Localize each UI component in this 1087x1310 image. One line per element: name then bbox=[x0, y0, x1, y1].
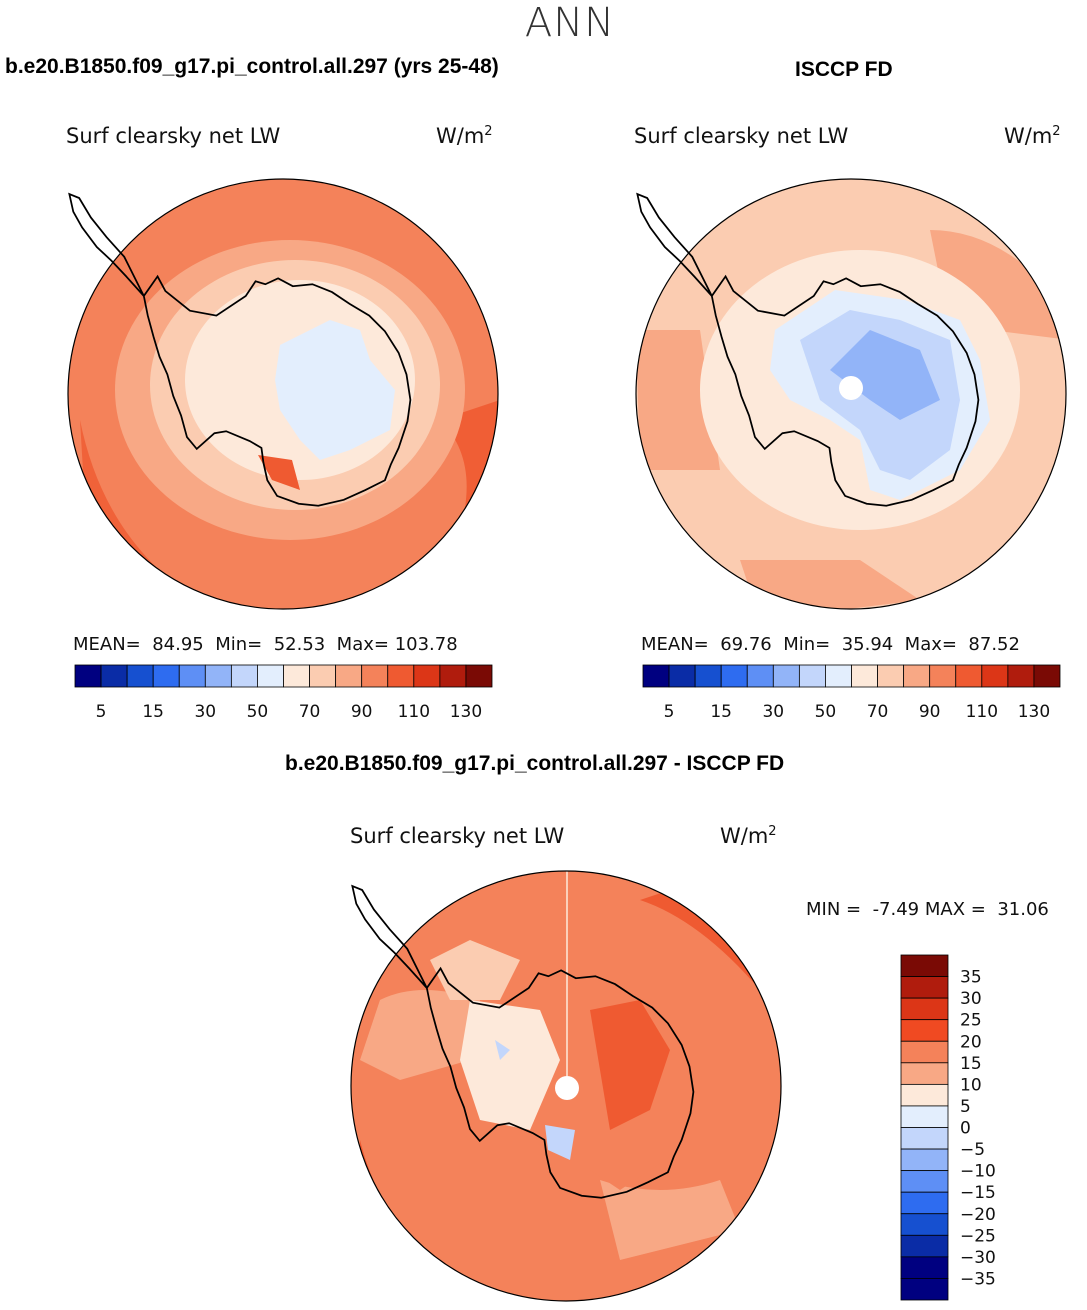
obs-colorbar-swatch bbox=[981, 664, 1009, 688]
obs-colorbar-tick-label: 50 bbox=[815, 702, 837, 722]
obs-colorbar-swatch bbox=[877, 664, 905, 688]
obs-colorbar-tick-label: 70 bbox=[867, 702, 889, 722]
diff-colorbar-tick-label: 20 bbox=[960, 1032, 982, 1052]
model-colorbar-tick-label: 110 bbox=[398, 702, 430, 722]
model-colorbar-swatch bbox=[335, 664, 363, 688]
model-colorbar-swatch bbox=[230, 664, 258, 688]
diff-colorbar-tick-label: 30 bbox=[960, 989, 982, 1009]
diff-colorbar-swatch bbox=[900, 997, 949, 1021]
model-colorbar-swatch bbox=[204, 664, 232, 688]
obs-colorbar-swatch bbox=[798, 664, 826, 688]
obs-units-label: W/m2 bbox=[1004, 124, 1061, 148]
diff-colorbar-swatch bbox=[900, 1256, 949, 1279]
obs-colorbar-tick-label: 110 bbox=[966, 702, 998, 722]
diff-colorbar-tick-label: 5 bbox=[960, 1097, 971, 1117]
diff-colorbar-swatch bbox=[900, 1062, 949, 1085]
model-colorbar-tick-label: 70 bbox=[299, 702, 321, 722]
obs-colorbar-swatch bbox=[1007, 664, 1035, 688]
obs-stats: MEAN= 69.76 Min= 35.94 Max= 87.52 bbox=[641, 634, 1020, 655]
obs-map bbox=[635, 178, 1067, 610]
obs-colorbar-swatch bbox=[955, 664, 983, 688]
model-units-label: W/m2 bbox=[436, 124, 493, 148]
diff-colorbar-swatch bbox=[900, 1191, 949, 1215]
obs-colorbar-tick-label: 15 bbox=[710, 702, 732, 722]
model-colorbar-swatch bbox=[283, 664, 310, 688]
diff-case-title: b.e20.B1850.f09_g17.pi_control.all.297 -… bbox=[285, 752, 785, 775]
model-map bbox=[67, 178, 499, 610]
obs-colorbar-tick-label: 30 bbox=[762, 702, 784, 722]
obs-colorbar-tick-label: 130 bbox=[1018, 702, 1050, 722]
figure-title: ANN bbox=[524, 0, 616, 46]
diff-colorbar-tick-label: −25 bbox=[960, 1226, 996, 1246]
obs-variable-label: Surf clearsky net LW bbox=[634, 124, 849, 148]
model-colorbar-swatch bbox=[465, 664, 493, 688]
diff-colorbar-tick-label: −30 bbox=[960, 1248, 996, 1268]
obs-colorbar-swatch bbox=[694, 664, 722, 688]
diff-colorbar-swatch bbox=[900, 1019, 949, 1042]
obs-colorbar-swatch bbox=[1033, 664, 1061, 688]
model-colorbar-swatch bbox=[257, 664, 284, 688]
diff-colorbar-swatch bbox=[900, 1234, 949, 1258]
obs-colorbar-swatch bbox=[746, 664, 774, 688]
model-colorbar-swatch bbox=[439, 664, 467, 688]
diff-stats: MIN = -7.49 MAX = 31.06 bbox=[806, 899, 1049, 920]
obs-colorbar-tick-label: 90 bbox=[919, 702, 941, 722]
diff-colorbar-tick-label: 15 bbox=[960, 1054, 982, 1074]
diff-colorbar-tick-label: 10 bbox=[960, 1075, 982, 1095]
model-colorbar-swatch bbox=[387, 664, 415, 688]
obs-colorbar-swatch bbox=[642, 664, 670, 688]
model-colorbar-tick-label: 5 bbox=[96, 702, 107, 722]
model-colorbar-swatch bbox=[178, 664, 206, 688]
diff-colorbar-tick-label: −10 bbox=[960, 1162, 996, 1182]
obs-colorbar-swatch bbox=[668, 664, 696, 688]
diff-map bbox=[350, 870, 782, 1302]
obs-colorbar-swatch bbox=[772, 664, 800, 688]
model-colorbar-swatch bbox=[361, 664, 389, 688]
model-colorbar-tick-label: 90 bbox=[351, 702, 373, 722]
model-colorbar-tick-label: 15 bbox=[142, 702, 164, 722]
model-colorbar-tick-label: 50 bbox=[247, 702, 269, 722]
diff-colorbar-swatch bbox=[900, 1170, 949, 1193]
diff-colorbar-swatch bbox=[900, 1040, 949, 1064]
model-colorbar-swatch bbox=[309, 664, 337, 688]
diff-colorbar-tick-label: −20 bbox=[960, 1205, 996, 1225]
model-stats: MEAN= 84.95 Min= 52.53 Max= 103.78 bbox=[73, 634, 458, 655]
obs-colorbar-swatch bbox=[825, 664, 852, 688]
diff-colorbar-swatch bbox=[900, 976, 949, 999]
model-colorbar-tick-label: 130 bbox=[450, 702, 482, 722]
diff-colorbar-swatch bbox=[900, 954, 949, 977]
diff-colorbar-swatch bbox=[900, 1083, 949, 1107]
model-colorbar-swatch bbox=[152, 664, 180, 688]
diff-colorbar-tick-label: 0 bbox=[960, 1119, 971, 1139]
obs-colorbar-swatch bbox=[903, 664, 931, 688]
model-colorbar-swatch bbox=[100, 664, 128, 688]
diff-colorbar-swatch bbox=[900, 1213, 949, 1236]
obs-colorbar-swatch bbox=[720, 664, 748, 688]
model-colorbar-swatch bbox=[413, 664, 441, 688]
diff-colorbar-tick-label: −35 bbox=[960, 1269, 996, 1289]
diff-colorbar-tick-label: 35 bbox=[960, 968, 982, 988]
obs-colorbar-swatch bbox=[929, 664, 957, 688]
model-variable-label: Surf clearsky net LW bbox=[66, 124, 281, 148]
diff-colorbar-swatch bbox=[900, 1278, 949, 1301]
model-case-title: b.e20.B1850.f09_g17.pi_control.all.297 (… bbox=[5, 55, 499, 78]
diff-variable-label: Surf clearsky net LW bbox=[350, 824, 565, 848]
obs-colorbar-swatch bbox=[851, 664, 878, 688]
diff-colorbar-tick-label: 25 bbox=[960, 1011, 982, 1031]
diff-colorbar-swatch bbox=[900, 1148, 949, 1172]
model-colorbar-tick-label: 30 bbox=[194, 702, 216, 722]
obs-case-title: ISCCP FD bbox=[795, 58, 893, 81]
obs-colorbar: 5 15 30 50 70 90 110 130 bbox=[642, 664, 1061, 722]
diff-colorbar-swatch bbox=[900, 1105, 949, 1128]
diff-units-label: W/m2 bbox=[720, 824, 777, 848]
model-colorbar: 5 15 30 50 70 90 110 130 bbox=[74, 664, 493, 722]
obs-colorbar-tick-label: 5 bbox=[664, 702, 675, 722]
diff-colorbar-tick-label: −5 bbox=[960, 1140, 985, 1160]
model-colorbar-swatch bbox=[126, 664, 154, 688]
diff-colorbar-tick-label: −15 bbox=[960, 1183, 996, 1203]
diff-colorbar-swatch bbox=[900, 1127, 949, 1150]
model-colorbar-swatch bbox=[74, 664, 102, 688]
